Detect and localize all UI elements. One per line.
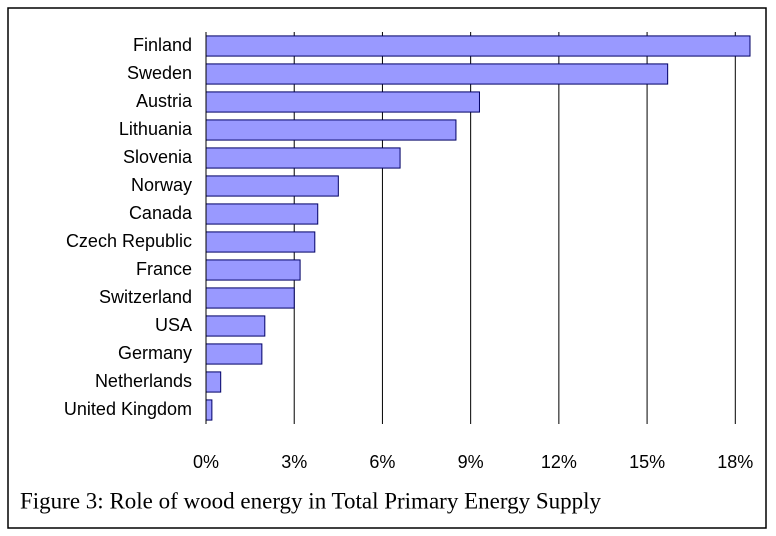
x-tick-label: 12%: [541, 452, 577, 472]
y-tick-label: Switzerland: [99, 287, 192, 307]
bar: [205, 119, 457, 141]
x-tick-label: 0%: [193, 452, 219, 472]
y-tick-label: United Kingdom: [64, 399, 192, 419]
y-tick-label: Norway: [131, 175, 192, 195]
chart-frame: [7, 7, 767, 529]
bar: [205, 203, 319, 225]
x-tick-label: 18%: [717, 452, 753, 472]
bar: [205, 343, 263, 365]
bar: [205, 399, 213, 421]
y-tick-label: Austria: [136, 91, 193, 111]
y-tick-label: USA: [155, 315, 192, 335]
bar: [205, 287, 295, 309]
bar: [205, 91, 480, 113]
y-tick-label: Sweden: [127, 63, 192, 83]
x-tick-label: 9%: [458, 452, 484, 472]
y-tick-label: Lithuania: [119, 119, 193, 139]
x-tick-label: 15%: [629, 452, 665, 472]
x-tick-label: 3%: [281, 452, 307, 472]
bar: [205, 259, 301, 281]
y-tick-label: Netherlands: [95, 371, 192, 391]
bar: [205, 175, 339, 197]
bar: [205, 35, 751, 57]
bar: [205, 315, 266, 337]
x-tick-label: 6%: [369, 452, 395, 472]
y-tick-label: Finland: [133, 35, 192, 55]
bar: [205, 231, 316, 253]
bar: [205, 371, 222, 393]
y-tick-label: Slovenia: [123, 147, 193, 167]
y-tick-label: France: [136, 259, 192, 279]
y-tick-label: Canada: [129, 203, 193, 223]
bar: [205, 63, 669, 85]
y-tick-label: Czech Republic: [66, 231, 192, 251]
y-tick-label: Germany: [118, 343, 192, 363]
bar: [205, 147, 401, 169]
caption: Figure 3: Role of wood energy in Total P…: [20, 488, 601, 513]
